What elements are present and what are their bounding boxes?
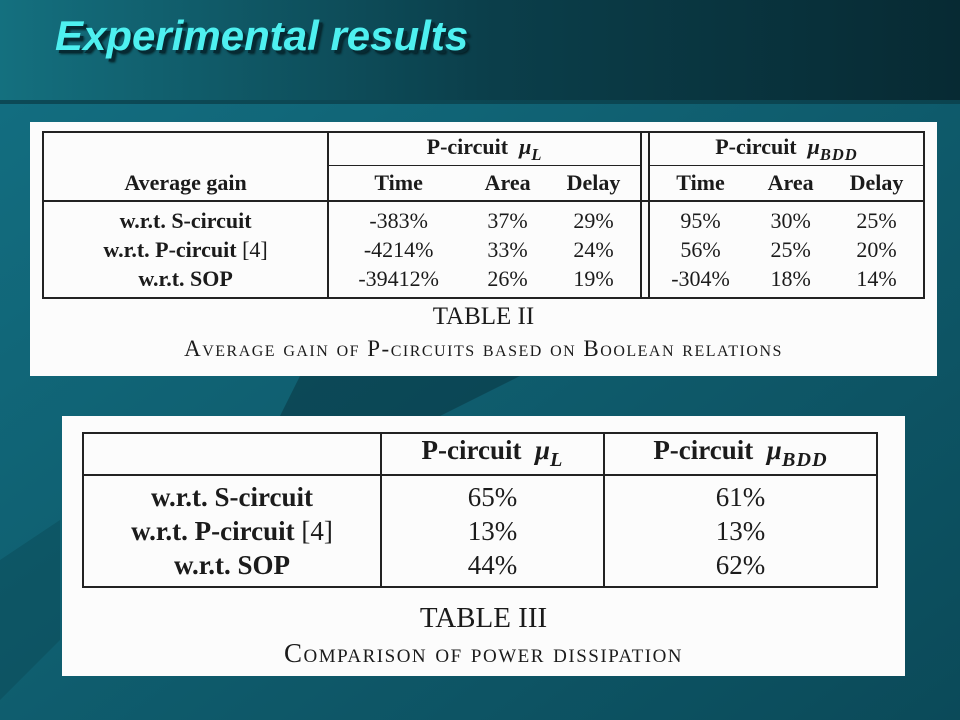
table-cell: 62% — [602, 548, 879, 587]
table-cell: 61% — [602, 475, 879, 514]
table-cell: 29% — [573, 207, 614, 233]
row-label: w.r.t. SOP — [82, 548, 381, 587]
table-cell: -4214% — [327, 235, 469, 264]
table-ii-panel: P-circuit μL P-circuit μBDD Average gain… — [30, 122, 937, 376]
table-cell: 44% — [380, 548, 604, 587]
table-iii-caption-text: Comparison of power dissipation — [283, 638, 684, 668]
row-label: w.r.t. P-circuit [4] — [41, 235, 329, 264]
row-label: w.r.t. S-circuit — [82, 475, 381, 514]
row-label: w.r.t. P-circuit [4] — [82, 514, 381, 548]
table-cell: 25% — [770, 236, 811, 262]
table-cell: 56% — [647, 235, 752, 264]
row-label: w.r.t. SOP — [41, 264, 329, 298]
table-iii: P-circuit μL P-circuit μBDD w.r.t. S-cir… — [82, 432, 879, 588]
table-row: w.r.t. P-circuit [4] 13% 13% — [82, 514, 879, 548]
table-row: w.r.t. SOP -39412% 26% 19% -304% 18% 14% — [41, 264, 925, 298]
table-ii-caption-title: TABLE II — [432, 303, 535, 330]
subheader-delay: Delay — [547, 165, 641, 201]
table-cell: 26% — [487, 265, 528, 291]
table-row: w.r.t. S-circuit 65% 61% — [82, 475, 879, 514]
table-cell: 30% — [770, 207, 811, 233]
table-row: w.r.t. S-circuit -383% 37% 29% 95% 30% 2… — [41, 201, 925, 235]
table-row: w.r.t. P-circuit [4] -4214% 33% 24% 56% … — [41, 235, 925, 264]
header-corner — [82, 433, 381, 475]
table-cell: 65% — [380, 475, 604, 514]
table-iii-caption-title: TABLE III — [419, 602, 548, 634]
table-row: w.r.t. SOP 44% 62% — [82, 548, 879, 587]
header-row-label: Average gain — [41, 165, 329, 201]
table-cell: 13% — [602, 514, 879, 548]
table-cell: 37% — [487, 207, 528, 233]
subheader-delay: Delay — [830, 165, 925, 201]
subheader-area: Area — [468, 165, 548, 201]
table-cell: 24% — [573, 236, 614, 262]
table-ii-caption-text: Average gain of P-circuits based on Bool… — [184, 336, 783, 361]
table-cell: 14% — [830, 264, 925, 298]
group-header-mu-bdd: P-circuit μBDD — [647, 132, 926, 166]
table-cell: 18% — [770, 265, 811, 291]
table-cell: 33% — [487, 236, 528, 262]
table-ii: P-circuit μL P-circuit μBDD Average gain… — [41, 131, 926, 299]
column-header-mu-l: P-circuit μL — [380, 433, 604, 475]
table-cell: 20% — [830, 235, 925, 264]
table-cell: 19% — [573, 265, 614, 291]
column-header-mu-bdd: P-circuit μBDD — [602, 433, 879, 475]
subheader-time: Time — [327, 165, 469, 201]
subheader-area: Area — [751, 165, 831, 201]
header-corner — [41, 132, 329, 166]
row-label: w.r.t. S-circuit — [41, 201, 329, 235]
table-cell: 25% — [830, 201, 925, 235]
group-header-mu-l: P-circuit μL — [327, 132, 641, 166]
table-cell: 95% — [647, 201, 752, 235]
table-iii-panel: P-circuit μL P-circuit μBDD w.r.t. S-cir… — [62, 416, 905, 676]
slide-title: Experimental results — [55, 12, 469, 59]
table-cell: -383% — [327, 201, 469, 235]
table-cell: 13% — [380, 514, 604, 548]
subheader-time: Time — [647, 165, 752, 201]
table-cell: -304% — [647, 264, 752, 298]
table-cell: -39412% — [327, 264, 469, 298]
